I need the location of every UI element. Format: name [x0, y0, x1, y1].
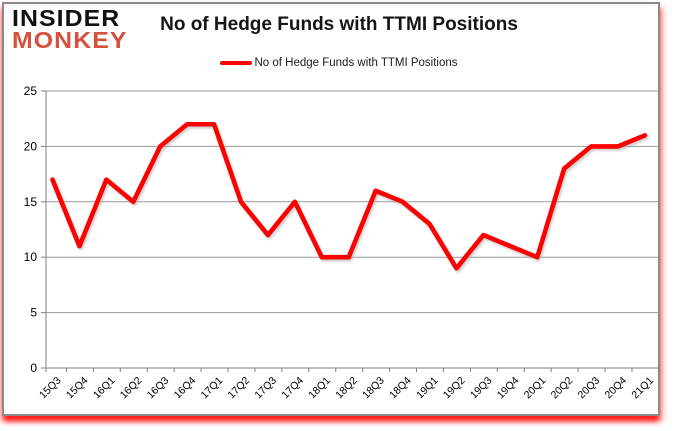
logo-insider-text: INSIDER [12, 5, 121, 31]
insider-monkey-logo: INSIDER MONKEY [12, 5, 128, 53]
chart-legend: No of Hedge Funds with TTMI Positions [0, 57, 678, 69]
svg-text:20: 20 [24, 139, 38, 153]
svg-text:16Q4: 16Q4 [172, 375, 199, 402]
logo-monkey-text: MONKEY [12, 26, 128, 53]
svg-text:20Q2: 20Q2 [549, 375, 576, 402]
svg-text:15Q3: 15Q3 [37, 375, 64, 402]
svg-text:17Q2: 17Q2 [225, 375, 252, 402]
svg-text:25: 25 [24, 84, 38, 98]
svg-text:0: 0 [30, 361, 37, 375]
svg-text:16Q2: 16Q2 [118, 375, 145, 402]
svg-text:18Q2: 18Q2 [333, 375, 360, 402]
svg-text:5: 5 [30, 306, 37, 320]
svg-text:17Q4: 17Q4 [279, 375, 306, 402]
svg-text:10: 10 [24, 250, 38, 264]
svg-text:18Q4: 18Q4 [387, 375, 414, 402]
svg-text:18Q1: 18Q1 [306, 375, 333, 402]
svg-text:19Q3: 19Q3 [468, 375, 495, 402]
svg-text:15: 15 [24, 195, 38, 209]
svg-text:19Q2: 19Q2 [441, 375, 468, 402]
svg-text:20Q3: 20Q3 [576, 375, 603, 402]
svg-text:18Q3: 18Q3 [360, 375, 387, 402]
page-title: No of Hedge Funds with TTMI Positions [160, 14, 518, 35]
svg-text:17Q3: 17Q3 [252, 375, 279, 402]
svg-text:16Q1: 16Q1 [91, 375, 118, 402]
svg-text:20Q4: 20Q4 [603, 375, 630, 402]
svg-text:20Q1: 20Q1 [522, 375, 549, 402]
svg-text:19Q4: 19Q4 [495, 375, 522, 402]
legend-label: No of Hedge Funds with TTMI Positions [254, 57, 458, 69]
svg-text:15Q4: 15Q4 [64, 375, 91, 402]
svg-text:21Q1: 21Q1 [629, 375, 656, 402]
svg-text:19Q1: 19Q1 [414, 375, 441, 402]
legend-line-swatch [220, 61, 253, 65]
svg-text:17Q1: 17Q1 [199, 375, 226, 402]
svg-text:16Q3: 16Q3 [145, 375, 172, 402]
